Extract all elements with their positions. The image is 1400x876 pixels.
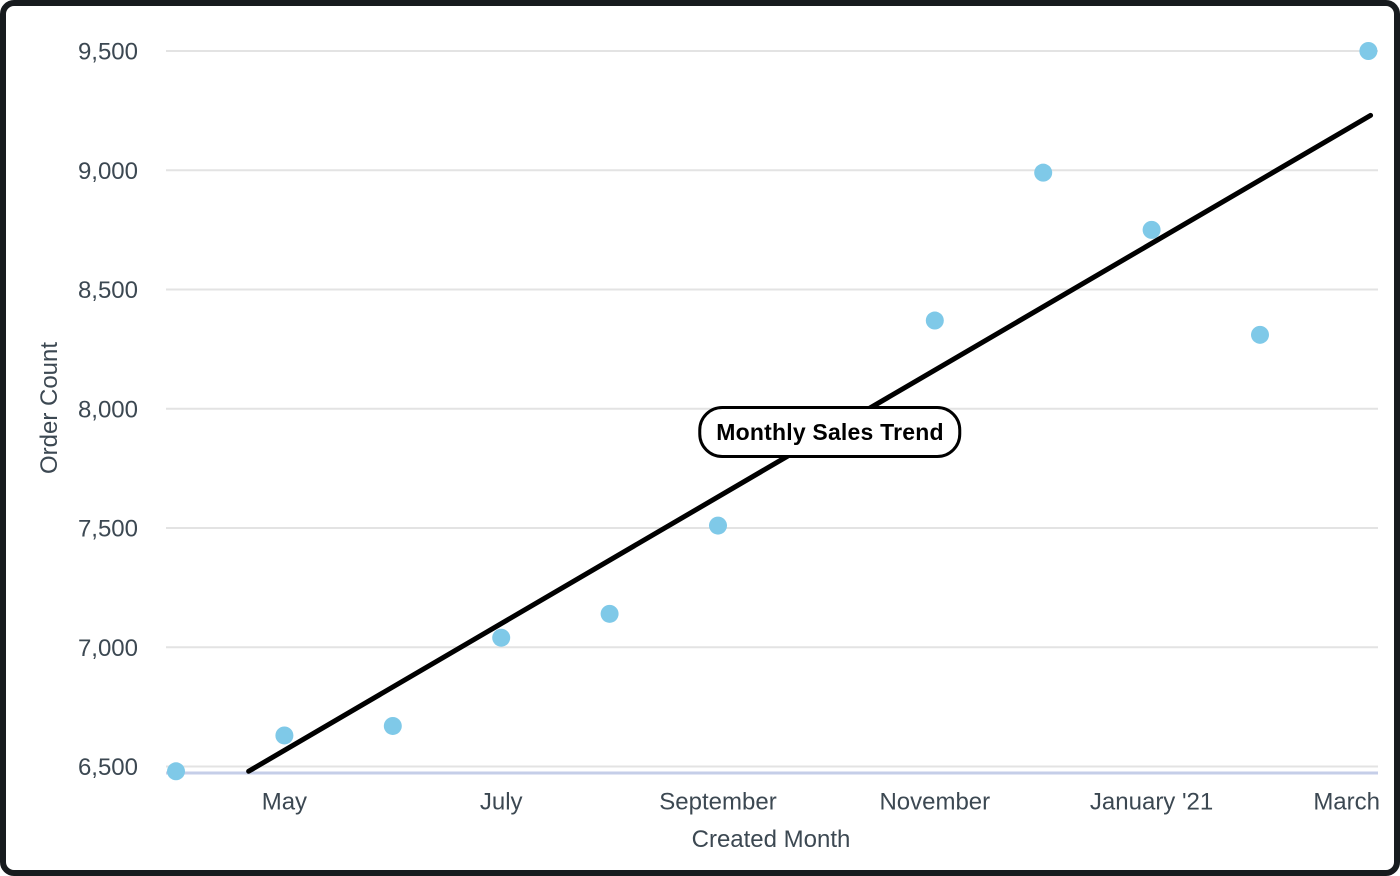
x-tick-label: March — [1313, 789, 1380, 816]
data-point[interactable] — [1359, 42, 1378, 60]
data-point[interactable] — [1142, 220, 1161, 239]
y-axis-title: Order Count — [36, 341, 63, 475]
x-axis-title: Created Month — [691, 826, 851, 853]
x-tick-label: May — [262, 789, 307, 816]
x-tick-label: July — [480, 789, 523, 816]
data-point[interactable] — [1034, 163, 1053, 182]
y-tick-label: 7,000 — [78, 635, 138, 662]
data-point[interactable] — [383, 716, 402, 735]
data-point[interactable] — [167, 762, 185, 781]
trend-label-pill: Monthly Sales Trend — [698, 406, 962, 458]
y-tick-label: 6,500 — [78, 754, 138, 781]
x-tick-label: November — [879, 789, 990, 816]
data-point[interactable] — [925, 311, 944, 330]
data-point[interactable] — [275, 726, 294, 745]
y-tick-label: 7,500 — [78, 516, 138, 543]
y-tick-label: 9,000 — [78, 158, 138, 185]
x-tick-label: January '21 — [1090, 789, 1213, 816]
trend-label-text: Monthly Sales Trend — [716, 418, 944, 445]
y-tick-label: 8,500 — [78, 277, 138, 304]
data-point[interactable] — [492, 628, 511, 647]
x-tick-label: September — [659, 789, 776, 816]
data-point[interactable] — [1251, 325, 1269, 344]
y-tick-label: 8,000 — [78, 396, 138, 423]
y-tick-label: 9,500 — [78, 39, 138, 66]
data-point[interactable] — [600, 604, 619, 623]
data-point[interactable] — [709, 516, 727, 535]
